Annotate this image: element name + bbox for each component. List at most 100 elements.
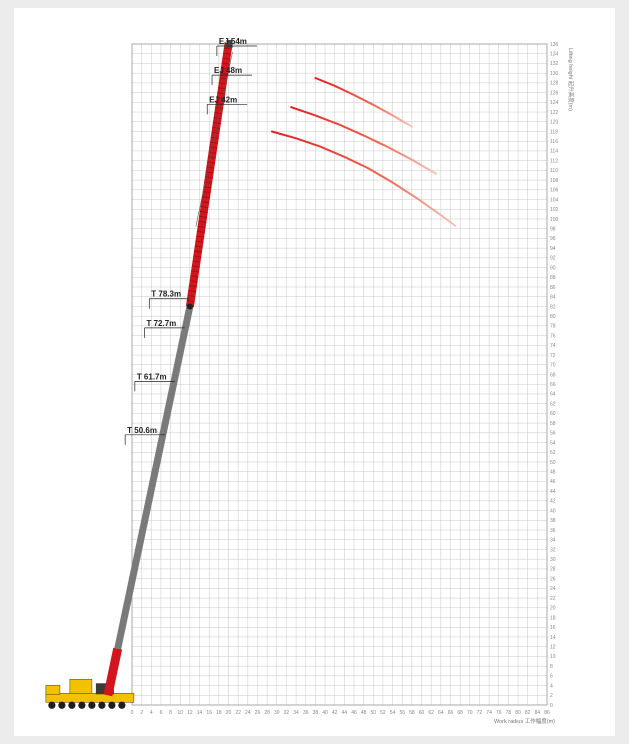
jib-head [226,40,233,48]
jib [185,43,233,308]
crane-wheel [58,701,66,709]
y-tick-label: 2 [550,693,553,699]
boom-labels: T 50.6m T 61.7m T 72.7m T 78.3m EJ 42m EJ 48m… [124,37,257,445]
axes: 0 2 4 6 8 10 12 14 16 18 20 22 24 26 28 30 32 34 36 38 40 42 4… [131,42,575,725]
x-tick-label: 34 [293,710,299,716]
y-tick-label: 90 [550,265,556,271]
y-tick-label: 14 [550,635,556,641]
x-tick-label: 36 [303,710,309,716]
x-tick-label: 68 [457,710,463,716]
y-tick-label: 102 [550,207,559,213]
crane-boom [45,40,233,709]
x-tick-label: 16 [206,710,212,716]
x-tick-label: 6 [160,710,163,716]
lifting-curve-3 [270,130,457,227]
y-tick-label: 50 [550,460,556,466]
y-tick-label: 132 [550,61,559,67]
y-tick-label: 114 [550,149,558,155]
crane-wheel [48,701,56,709]
y-tick-label: 88 [550,275,556,281]
crane-wheel [88,701,96,709]
y-tick-label: 124 [550,100,559,106]
y-tick-label: 74 [550,343,556,349]
x-tick-label: 26 [255,710,261,716]
y-tick-label: 40 [550,508,556,514]
crane-wheel [118,701,126,709]
y-tick-label: 38 [550,518,556,524]
plot-frame [131,43,548,706]
y-tick-label: 32 [550,547,556,553]
y-tick-label: 78 [550,324,556,330]
y-tick-label: 80 [550,314,556,320]
y-tick-label: 20 [550,606,556,612]
x-axis-title: Work radius 工作幅度(m) [494,717,555,725]
x-tick-label: 86 [544,710,550,716]
x-tick-label: 58 [409,710,415,716]
x-tick-label: 62 [428,710,434,716]
y-tick-label: 12 [550,644,556,650]
y-tick-label: 62 [550,401,556,407]
x-tick-label: 40 [322,710,328,716]
load-chart: 0 2 4 6 8 10 12 14 16 18 20 22 24 26 28 30 32 34 36 38 40 42 4… [45,37,575,725]
crane-wheel [68,701,76,709]
y-tick-label: 4 [550,683,553,689]
y-tick-label: 46 [550,479,556,485]
y-tick-label: 42 [550,499,556,505]
crane-cab [45,684,61,695]
y-tick-label: 70 [550,363,556,369]
y-tick-label: 48 [550,470,556,476]
crane-wheel [98,701,106,709]
y-tick-label: 54 [550,440,556,446]
y-tick-label: 120 [550,120,559,126]
x-tick-label: 54 [390,710,396,716]
boom-section-label: EJ 42m [209,95,237,104]
x-tick-label: 14 [197,710,203,716]
boom-section-label: T 72.7m [146,319,176,328]
x-tick-label: 80 [515,710,521,716]
main-boom-telescopic-section [114,305,194,650]
x-tick-label: 10 [177,710,183,716]
y-tick-label: 56 [550,431,556,437]
y-tick-label: 134 [550,52,559,58]
x-tick-label: 44 [342,710,348,716]
x-tick-label: 56 [399,710,405,716]
y-tick-label: 52 [550,450,556,456]
y-tick-label: 106 [550,188,559,194]
x-tick-label: 20 [226,710,232,716]
x-tick-label: 12 [187,710,193,716]
boom-section-label: T 78.3m [151,290,181,299]
y-tick-label: 122 [550,110,559,116]
x-tick-label: 48 [361,710,367,716]
x-tick-label: 30 [274,710,280,716]
boom-section-label: EJ 48m [214,66,242,75]
y-tick-label: 76 [550,333,556,339]
y-tick-label: 84 [550,295,556,301]
y-tick-label: 44 [550,489,556,495]
y-tick-label: 104 [550,197,559,203]
x-tick-label: 4 [150,710,153,716]
boom-pivot [186,303,193,310]
x-tick-label: 42 [332,710,338,716]
y-tick-label: 118 [550,129,558,135]
main-boom-base-section [103,647,123,697]
y-tick-label: 34 [550,538,556,544]
y-tick-label: 98 [550,226,556,232]
x-tick-label: 2 [140,710,143,716]
y-tick-label: 108 [550,178,559,184]
y-tick-label: 26 [550,576,556,582]
y-tick-label: 136 [550,42,559,48]
x-tick-label: 52 [380,710,386,716]
y-tick-label: 58 [550,421,556,427]
y-tick-label: 96 [550,236,556,242]
y-tick-label: 24 [550,586,556,592]
x-tick-label: 50 [370,710,376,716]
x-tick-label: 84 [535,710,541,716]
load-chart-sheet: 0 2 4 6 8 10 12 14 16 18 20 22 24 26 28 30 32 34 36 38 40 42 4… [14,8,615,736]
y-tick-label: 94 [550,246,556,252]
crane-wheel [108,701,116,709]
y-tick-label: 110 [550,168,558,174]
y-tick-label: 36 [550,528,556,534]
jib-stay-cable [195,51,233,227]
y-tick-label: 100 [550,217,559,223]
y-tick-label: 10 [550,654,556,660]
